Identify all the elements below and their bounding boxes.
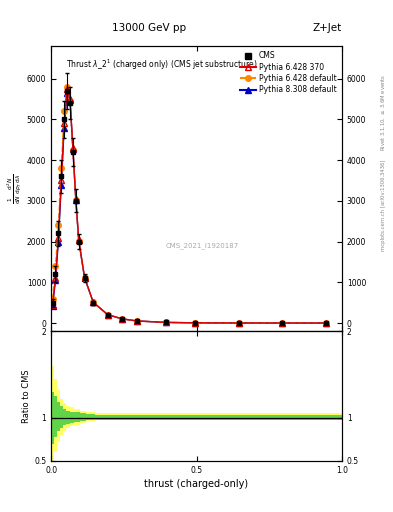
- Legend: CMS, Pythia 6.428 370, Pythia 6.428 default, Pythia 8.308 default: CMS, Pythia 6.428 370, Pythia 6.428 defa…: [239, 50, 338, 96]
- Y-axis label: $\frac{1}{\mathrm{d}N}\,\frac{\mathrm{d}^2 N}{\mathrm{d}p_T\,\mathrm{d}\lambda}$: $\frac{1}{\mathrm{d}N}\,\frac{\mathrm{d}…: [6, 173, 24, 204]
- Text: Z+Jet: Z+Jet: [313, 23, 342, 33]
- Y-axis label: Ratio to CMS: Ratio to CMS: [22, 369, 31, 423]
- Text: mcplots.cern.ch [arXiv:1306.3436]: mcplots.cern.ch [arXiv:1306.3436]: [381, 159, 386, 250]
- X-axis label: thrust (charged-only): thrust (charged-only): [145, 479, 248, 489]
- Text: Rivet 3.1.10, $\geq$ 3.6M events: Rivet 3.1.10, $\geq$ 3.6M events: [379, 74, 387, 151]
- Text: 13000 GeV pp: 13000 GeV pp: [112, 23, 186, 33]
- Text: CMS_2021_I1920187: CMS_2021_I1920187: [166, 242, 239, 249]
- Text: Thrust $\lambda\_2^1$ (charged only) (CMS jet substructure): Thrust $\lambda\_2^1$ (charged only) (CM…: [66, 57, 257, 72]
